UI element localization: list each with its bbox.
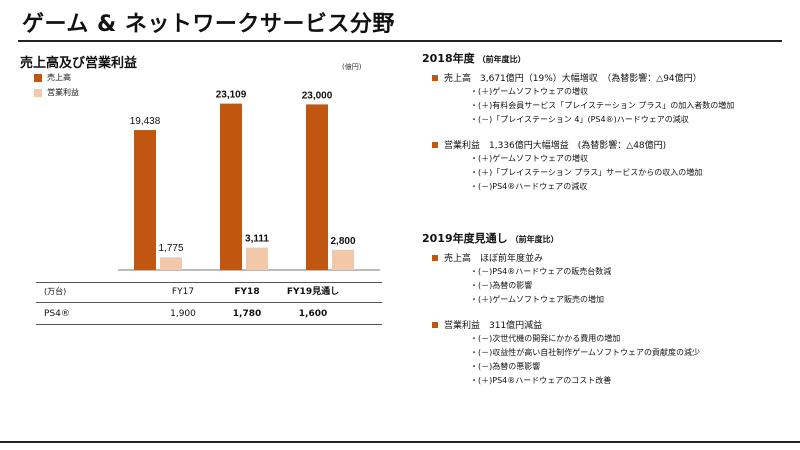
data-label-operating-income-1: 1,775 [158,243,183,254]
legend-item-operating-income: 営業利益 [34,85,79,100]
data-label-sales-1: 19,438 [130,116,161,127]
commentary-line: ・(－)PS4®ハードウェアの販売台数減 [470,267,612,276]
table-cell-fy19: 1,600 [298,309,328,319]
bullet-square-icon [432,254,438,261]
section-subtitle-text: （前年度比） [510,235,559,244]
legend-item-sales: 売上高 [34,70,79,85]
legend-swatch-sales [34,73,42,82]
commentary-line: ・(－)収益性が高い自社制作ゲームソフトウェアの貢献度の減少 [470,348,700,357]
bullet-text: 売上高 3,671億円（19%）大幅増収 （為替影響：△94億円） [444,74,702,84]
data-label-sales-2: 23,109 [216,90,247,101]
table-unit-label: (万台) [44,287,67,296]
ps4-units-table: (万台) FY17 FY18 FY19見通し PS4® 1,900 1,780 … [36,282,382,325]
commentary-bullet: 売上高 ほぼ前年度並み [432,250,792,265]
table-header-fy19: FY19見通し [286,287,340,297]
data-label-operating-income-3: 2,800 [330,236,355,247]
bar-operating-income-1 [160,257,182,270]
commentary-section-2018: 2018年度 （前年度比） 売上高 3,671億円（19%）大幅増収 （為替影響：… [422,50,792,194]
commentary-panel: 2018年度 （前年度比） 売上高 3,671億円（19%）大幅増収 （為替影響：… [422,50,792,388]
table-bottom-rule [36,324,382,325]
commentary-bullet: 売上高 3,671億円（19%）大幅増収 （為替影響：△94億円） [432,70,792,85]
commentary-section-2019: 2019年度見通し （前年度比） 売上高 ほぼ前年度並み ・(－)PS4®ハードウ… [422,230,792,388]
commentary-section-title: 2019年度見通し （前年度比） [422,230,792,246]
section-subtitle-text: （前年度比） [477,55,526,64]
bar-sales-3 [306,104,328,271]
bullet-text: 売上高 ほぼ前年度並み [444,254,544,264]
data-label-sales-3: 23,000 [302,90,333,101]
table-header-fy17: FY17 [171,287,195,297]
commentary-line: ・(＋)有料会員サービス「プレイステーション プラス」の加入者数の増加 [470,101,735,110]
commentary-line: ・(＋)「プレイステーション プラス」サービスからの収入の増加 [470,168,703,177]
legend-label-sales: 売上高 [47,73,71,82]
bullet-square-icon [432,141,438,148]
table-row: PS4® 1,900 1,780 1,600 [36,304,382,324]
table-header-fy18: FY18 [234,287,260,297]
table-header-row: (万台) FY17 FY18 FY19見通し [36,282,382,302]
commentary-line: ・(＋)ゲームソフトウェアの増収 [470,87,589,96]
commentary-line: ・(＋)ゲームソフトウェア販売の増加 [470,295,605,304]
table-mid-rule [36,302,382,303]
bar-operating-income-3 [332,249,354,270]
data-label-operating-income-2: 3,111 [245,234,269,245]
bullet-text: 営業利益 311億円減益 [444,321,543,331]
footer-divider [0,441,800,443]
commentary-bullet: 営業利益 311億円減益 [432,317,792,332]
bar-operating-income-2 [246,247,268,270]
legend-label-operating-income: 営業利益 [47,88,79,97]
table-cell-fy18: 1,780 [232,309,262,319]
commentary-line: ・(－)「プレイステーション 4」(PS4®)ハードウェアの減収 [470,115,689,124]
table-top-rule [36,282,382,283]
section-title-text: 2019年度見通し [422,232,508,245]
chart-unit-label: (億円) [342,63,362,71]
commentary-line: ・(－)為替の悪影響 [470,362,541,371]
commentary-line: ・(－)為替の影響 [470,281,533,290]
commentary-line: ・(－)次世代機の開発にかかる費用の増加 [470,334,621,343]
section-title-text: 2018年度 [422,52,475,65]
bar-sales-2 [220,103,242,270]
chart-section-title: 売上高及び営業利益 [20,56,138,71]
commentary-line: ・(＋)ゲームソフトウェアの増収 [470,154,589,163]
bullet-square-icon [432,74,438,81]
bullet-square-icon [432,321,438,328]
commentary-section-title: 2018年度 （前年度比） [422,50,792,66]
table-row-label: PS4® [44,309,70,319]
table-cell-fy17: 1,900 [170,309,196,319]
commentary-line: ・(－)PS4®ハードウェアの減収 [470,182,588,191]
commentary-line: ・(＋)PS4®ハードウェアのコスト改善 [470,376,612,385]
bar-sales-1 [134,130,156,270]
bullet-text: 営業利益 1,336億円大幅増益 (為替影響：△48億円) [444,141,667,151]
commentary-bullet: 営業利益 1,336億円大幅増益 (為替影響：△48億円) [432,137,792,152]
page-title: ゲーム & ネットワークサービス分野 [22,12,395,37]
legend-swatch-operating-income [34,88,42,97]
title-divider [18,40,782,42]
chart-legend: 売上高 営業利益 [34,70,79,100]
